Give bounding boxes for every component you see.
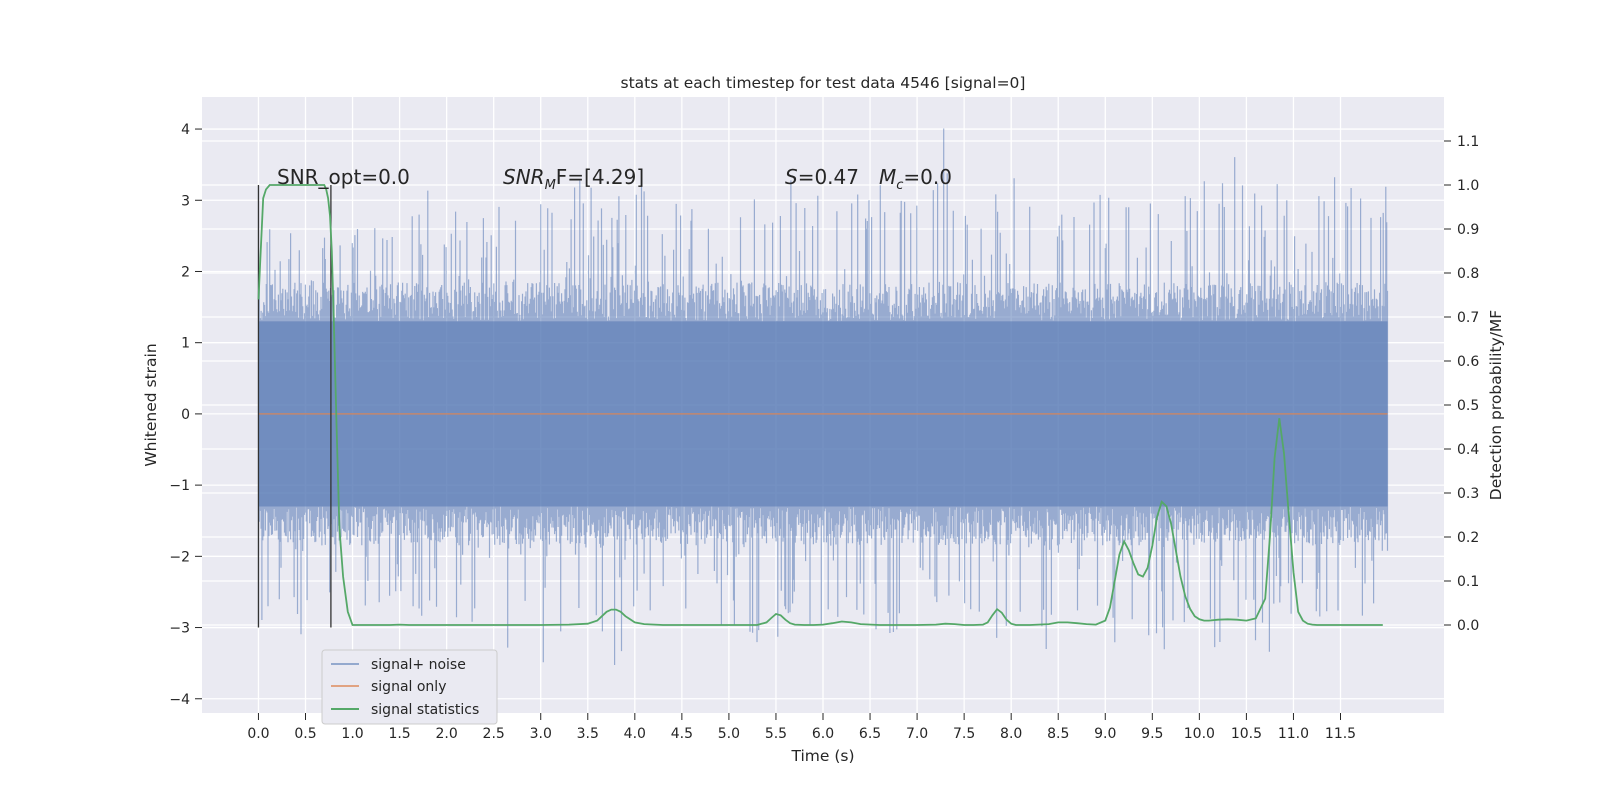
y-tick-label-7: −3 [169, 621, 190, 637]
y-tick-label-1: 3 [181, 193, 190, 209]
x-tick-label-23: 11.5 [1325, 726, 1356, 742]
x-tick-label-9: 4.5 [671, 726, 693, 742]
annotation-mc-value: =0.0 [903, 165, 952, 189]
x-tick-label-5: 2.5 [483, 726, 505, 742]
y-tick-label-8: −4 [169, 692, 190, 708]
y-right-tick-label-2: 0.9 [1457, 222, 1479, 238]
y-right-axis-label: Detection probability/MF [1487, 310, 1505, 501]
annotation-snr-mf: SNRMF=[4.29] [503, 165, 644, 193]
annotations: SNR_opt=0.0 SNRMF=[4.29] S=0.47 Mc=0.0 [277, 165, 952, 193]
y-right-tick-label-4: 0.7 [1457, 310, 1479, 326]
x-tick-label-21: 10.5 [1231, 726, 1262, 742]
annotation-snr-mf-tail: F=[4.29] [556, 165, 644, 189]
x-axis-label: Time (s) [790, 747, 854, 765]
annotation-s-value: =0.47 [798, 165, 859, 189]
x-tick-label-22: 11.0 [1278, 726, 1309, 742]
x-tick-label-17: 8.5 [1047, 726, 1069, 742]
y-tick-label-0: 4 [181, 122, 190, 138]
legend-label-signal-only: signal only [371, 679, 446, 695]
x-tick-label-18: 9.0 [1094, 726, 1116, 742]
annotation-mc: Mc=0.0 [879, 165, 952, 193]
legend: signal+ noise signal only signal statist… [321, 649, 498, 725]
legend-label-signal-statistics: signal statistics [371, 702, 479, 718]
x-tick-label-7: 3.5 [577, 726, 599, 742]
y-tick-label-6: −2 [169, 549, 190, 565]
x-tick-label-20: 10.0 [1184, 726, 1215, 742]
annotation-mc-sub: c [896, 178, 903, 193]
x-tick-label-6: 3.0 [530, 726, 552, 742]
x-tick-label-11: 5.5 [765, 726, 787, 742]
y-right-tick-label-9: 0.2 [1457, 530, 1479, 546]
x-tick-label-10: 5.0 [718, 726, 740, 742]
y-axis-label: Whitened strain [142, 343, 160, 466]
annotation-snr-opt: SNR_opt=0.0 [277, 165, 410, 189]
legend-box [321, 649, 498, 725]
annotation-snr-mf-sub: M [545, 178, 556, 193]
x-tick-label-3: 1.5 [388, 726, 410, 742]
x-tick-label-4: 2.0 [436, 726, 458, 742]
x-tick-label-15: 7.5 [953, 726, 975, 742]
series-signal-statistics [257, 184, 1383, 626]
x-tick-label-0: 0.0 [247, 726, 269, 742]
y-right-tick-label-6: 0.5 [1457, 398, 1479, 414]
y-right-tick-label-1: 1.0 [1457, 178, 1479, 194]
annotation-s-label: S [785, 165, 798, 189]
y-tick-label-4: 0 [181, 407, 190, 423]
y-tick-label-5: −1 [169, 478, 190, 494]
annotation-snr-mf-label: SNR [503, 165, 545, 189]
plot-series [257, 128, 1389, 665]
x-tick-label-16: 8.0 [1000, 726, 1022, 742]
x-tick-label-2: 1.0 [341, 726, 363, 742]
x-tick-label-13: 6.5 [859, 726, 881, 742]
x-tick-label-14: 7.0 [906, 726, 928, 742]
axes: 4 3 2 1 0 −1 −2 −3 −4 1.1 1.0 0.9 0.8 0.7 0.6 0.5 0.4 0.3… [169, 122, 1479, 742]
annotation-s: S=0.47 [785, 165, 859, 189]
legend-label-signal-noise: signal+ noise [371, 657, 466, 673]
chart-title: stats at each timestep for test data 454… [621, 74, 1026, 92]
y-right-tick-label-5: 0.6 [1457, 354, 1479, 370]
y-tick-label-2: 2 [181, 264, 190, 280]
y-right-tick-label-3: 0.8 [1457, 266, 1479, 282]
x-tick-label-8: 4.0 [624, 726, 646, 742]
y-right-tick-label-10: 0.1 [1457, 574, 1479, 590]
y-tick-label-3: 1 [181, 336, 190, 352]
x-tick-label-12: 6.0 [812, 726, 834, 742]
y-right-tick-label-8: 0.3 [1457, 486, 1479, 502]
x-tick-label-19: 9.5 [1141, 726, 1163, 742]
y-right-tick-label-0: 1.1 [1457, 134, 1479, 150]
y-right-tick-label-7: 0.4 [1457, 442, 1479, 458]
y-right-tick-label-11: 0.0 [1457, 618, 1479, 634]
annotation-mc-label: M [879, 165, 896, 189]
x-tick-label-1: 0.5 [294, 726, 316, 742]
